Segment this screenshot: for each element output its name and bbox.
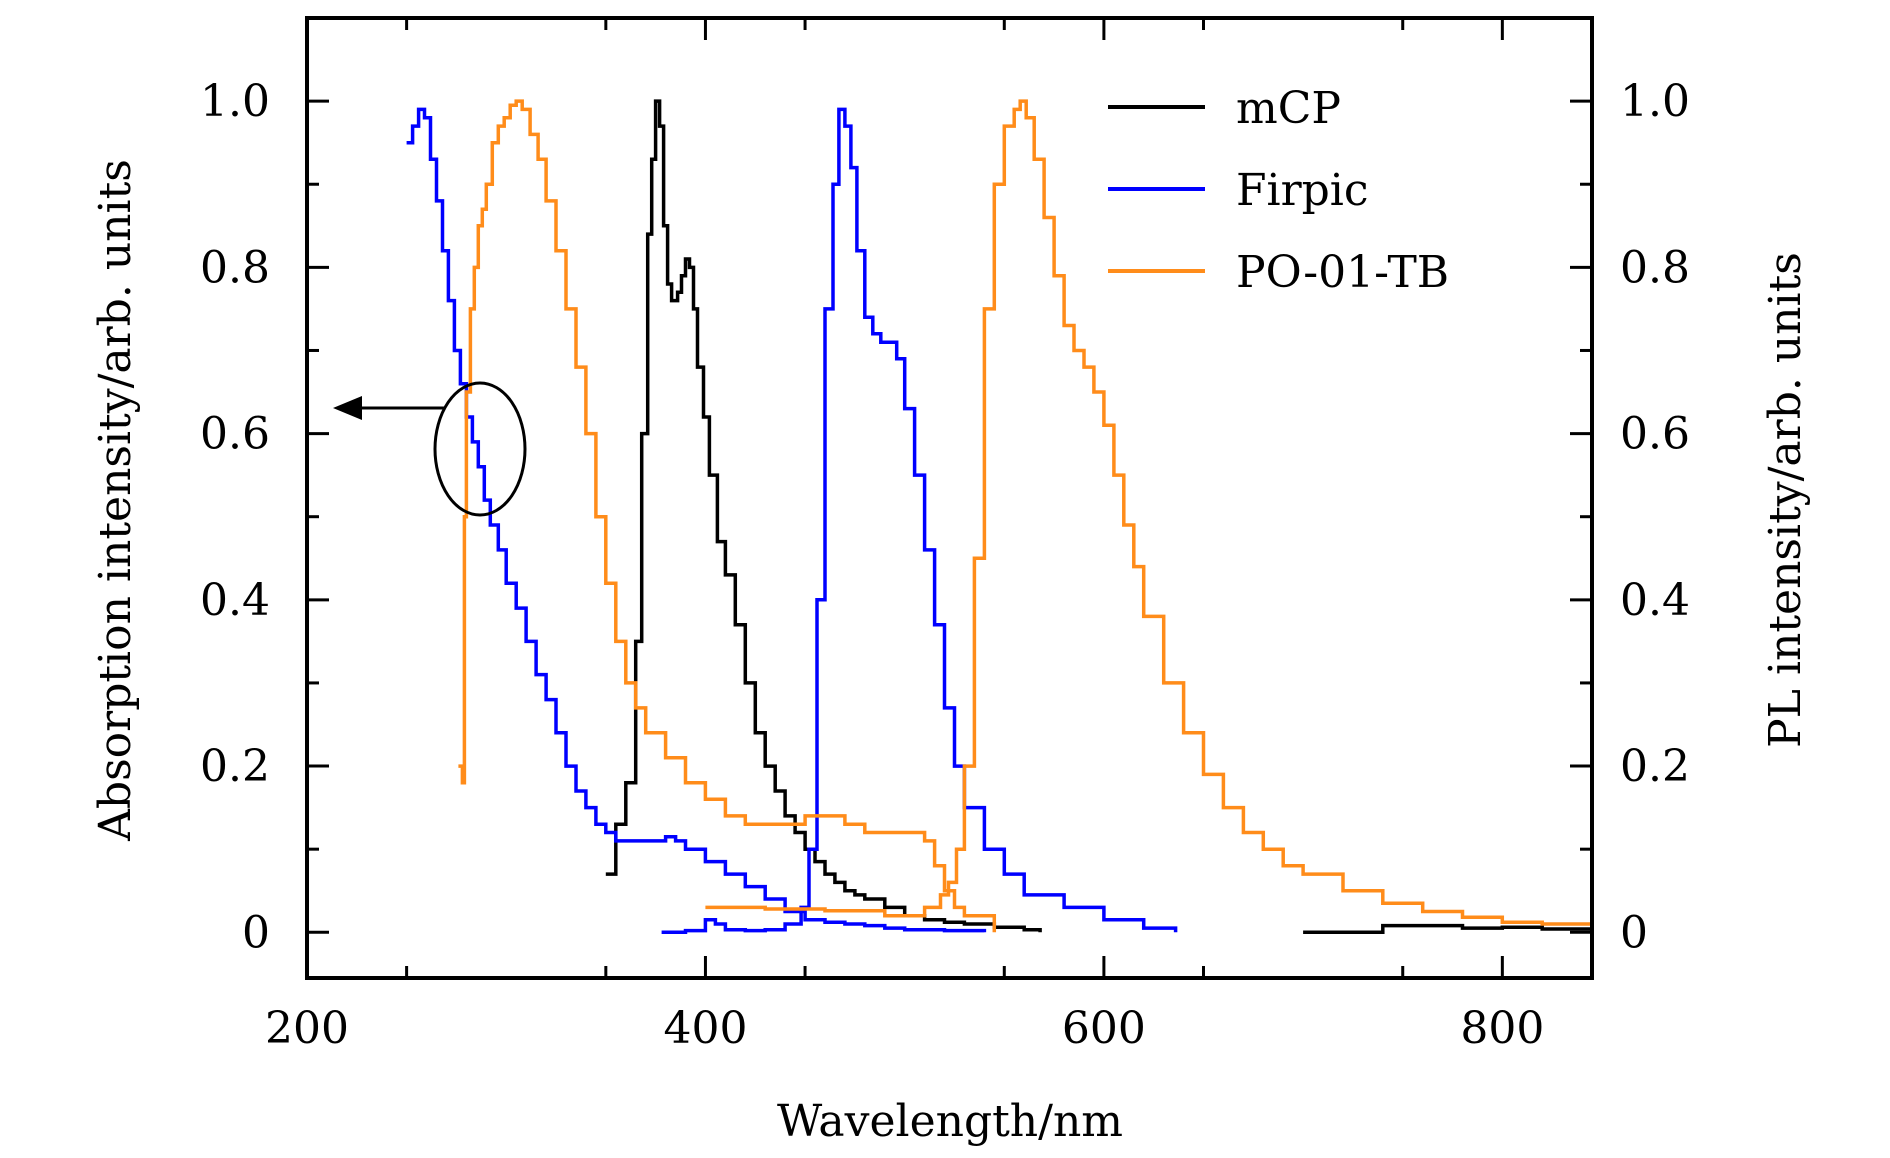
ticks-layer: 200 400 600 800 0 0 0.2 0.2 0.4 0.4 0.6 0.6 0.8 0.8 1.…	[200, 18, 1690, 1054]
annotation-arrow-head	[333, 396, 362, 420]
series-line-0	[605, 99, 1042, 933]
x-tick-label: 200	[265, 1003, 349, 1054]
y-tick-label-right: 1.0	[1620, 76, 1690, 127]
series-layer	[406, 99, 1594, 935]
x-tick-label: 400	[663, 1003, 747, 1054]
y-tick-label-right: 0.8	[1620, 242, 1690, 293]
legend-label: mCP	[1236, 83, 1341, 134]
y-axis-label-right: PL intensity/arb. units	[1760, 252, 1811, 748]
x-tick-label: 600	[1062, 1003, 1146, 1054]
series-line-1	[1303, 923, 1594, 935]
y-tick-label-right: 0.2	[1620, 741, 1690, 792]
legend-label: Firpic	[1236, 165, 1369, 216]
series-line-2	[406, 107, 987, 933]
annotation-circle	[433, 381, 527, 517]
series-line-4	[458, 99, 997, 933]
annotation-layer	[333, 381, 527, 517]
y-tick-label-left: 0.6	[200, 409, 270, 460]
y-tick-label-right: 0.6	[1620, 409, 1690, 460]
x-tick-label: 800	[1460, 1003, 1544, 1054]
y-tick-label-left: 1.0	[200, 76, 270, 127]
y-tick-label-right: 0	[1620, 907, 1648, 958]
legend-label: PO-01-TB	[1236, 247, 1449, 298]
legend: mCP Firpic PO-01-TB	[1108, 83, 1449, 298]
plot-frame	[305, 16, 1594, 980]
x-axis-label: Wavelength/nm	[777, 1096, 1123, 1147]
y-axis-label-left: Absorption intensity/arb. units	[90, 159, 141, 842]
y-tick-label-left: 0.4	[200, 575, 270, 626]
y-tick-label-left: 0	[242, 907, 270, 958]
y-tick-label-left: 0.2	[200, 741, 270, 792]
y-tick-label-right: 0.4	[1620, 575, 1690, 626]
series-line-3	[661, 107, 1178, 935]
y-tick-label-left: 0.8	[200, 242, 270, 293]
series-line-5	[705, 99, 1594, 926]
